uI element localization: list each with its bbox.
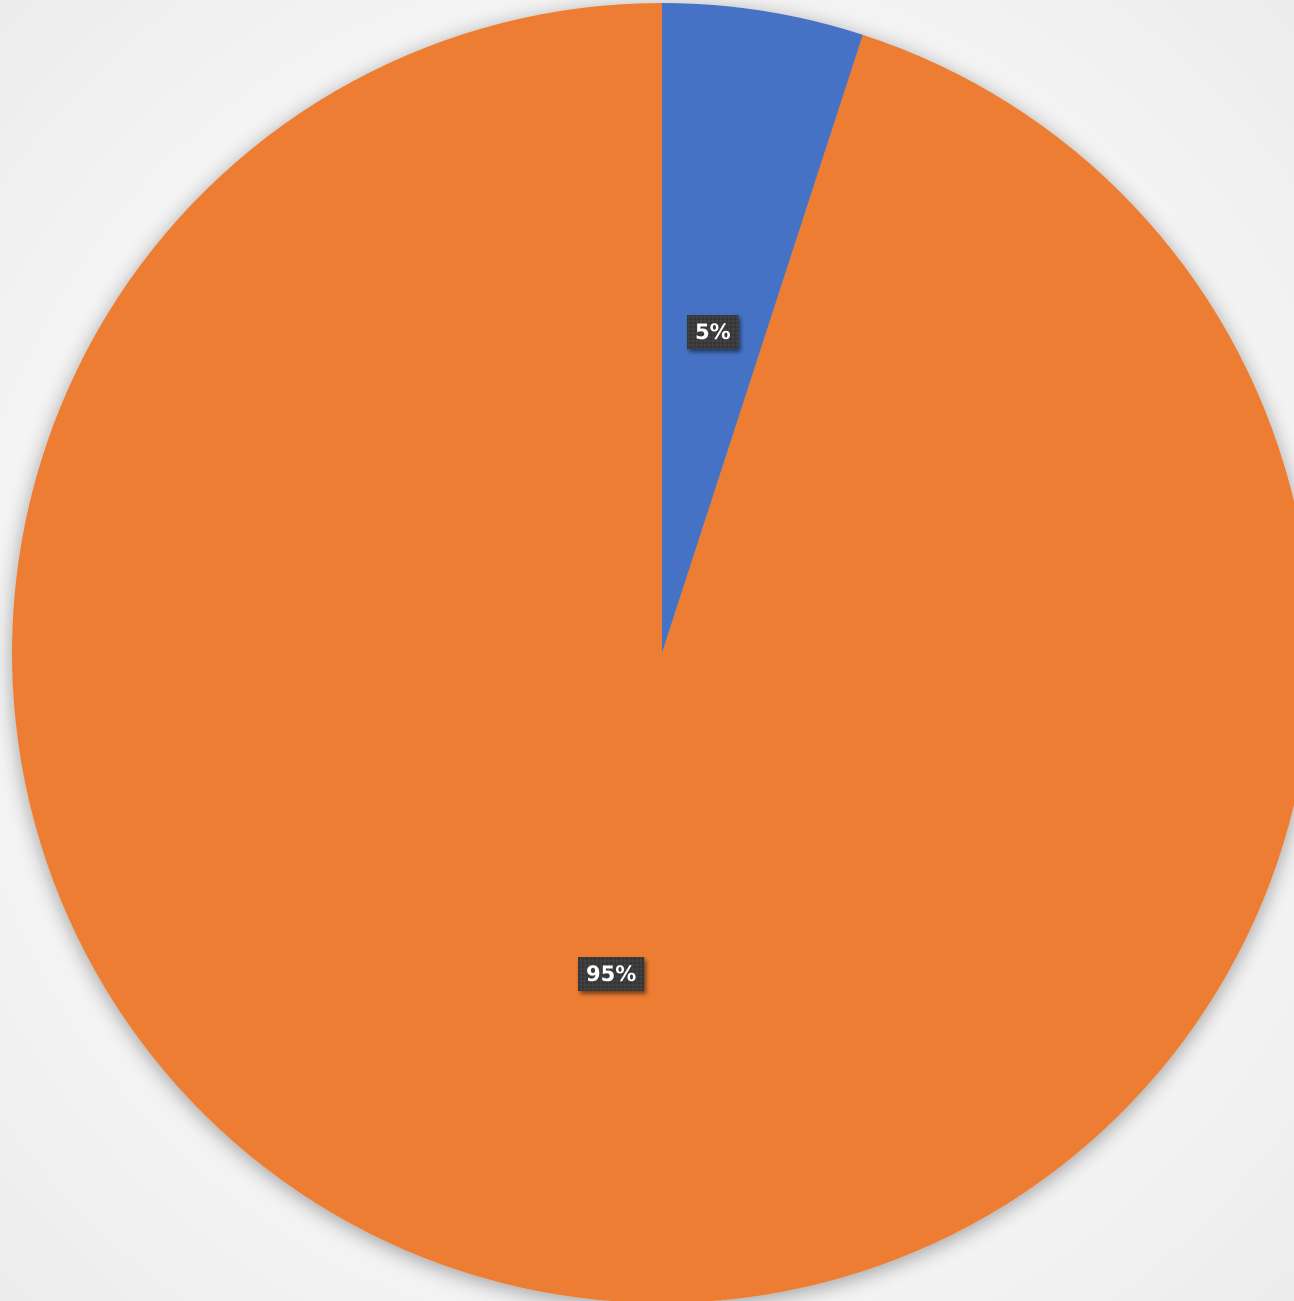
pie-slice-1	[662, 3, 863, 653]
data-label-text-2: 95%	[586, 962, 636, 986]
data-label-1: 5%	[687, 315, 739, 350]
pie-slice-2	[12, 3, 1294, 1301]
data-label-text-1: 5%	[695, 320, 731, 344]
pie-data-labels: 5% 95%	[578, 315, 739, 991]
data-label-box-1	[687, 315, 739, 350]
data-label-box-2	[578, 956, 645, 991]
pie-slices	[12, 3, 1294, 1301]
data-label-2: 95%	[578, 956, 645, 991]
